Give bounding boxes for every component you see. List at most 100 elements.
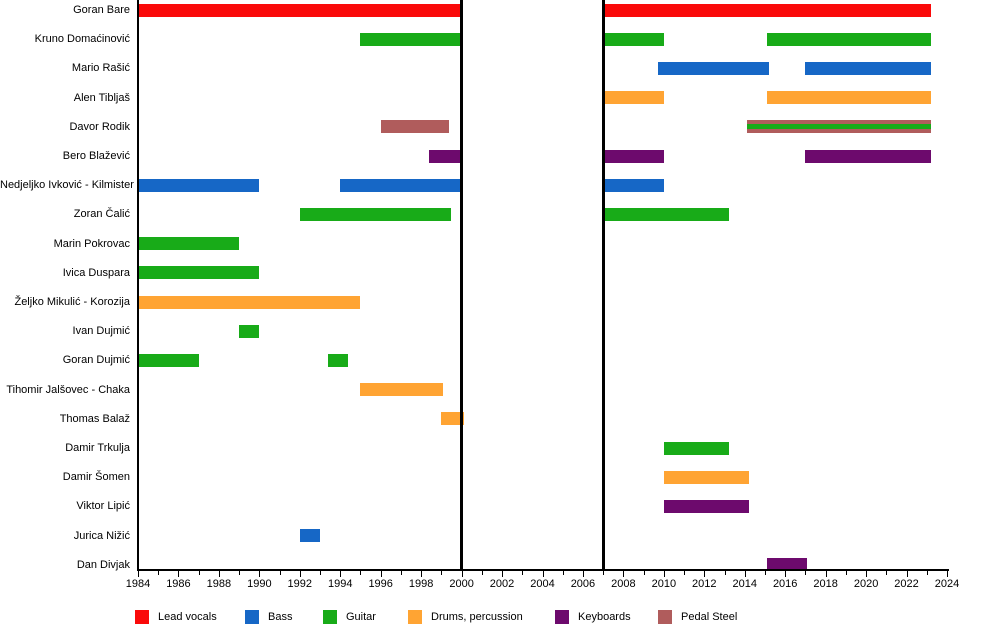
x-axis-tick: [259, 571, 261, 577]
x-axis-tick: [461, 571, 463, 577]
x-axis-tick-label: 2004: [530, 578, 555, 590]
x-axis-tick: [441, 571, 443, 575]
x-axis-line: [137, 569, 949, 571]
member-name: Viktor Lipić: [76, 500, 130, 513]
timeline-bar-bass: [657, 61, 770, 75]
timeline-bar-drums: [441, 412, 464, 426]
legend-item-keyboards: Keyboards: [555, 610, 631, 624]
timeline-bar-keyboards: [603, 149, 664, 163]
timeline-bar-lead_vocals: [603, 3, 931, 17]
x-axis-tick-label: 2016: [772, 578, 798, 590]
member-name: Kruno Domaćinović: [34, 33, 130, 46]
member-name: Damir Šomen: [62, 471, 130, 484]
member-name: Tihomir Jalšovec - Chaka: [6, 383, 130, 396]
timeline-bar-pedal_steel-guitar: [746, 120, 931, 134]
member-name: Mario Rašić: [71, 62, 130, 75]
x-axis-tick: [400, 571, 402, 575]
timeline-bar-bass: [138, 178, 260, 192]
member-name: Željko Mikulić - Korozija: [14, 296, 130, 308]
timeline-bar-drums: [138, 295, 361, 309]
legend-label-bass: Bass: [268, 611, 293, 623]
x-axis-tick: [744, 571, 746, 577]
timeline-bar-guitar: [138, 237, 240, 251]
x-axis-tick: [764, 571, 766, 575]
x-axis-tick: [947, 571, 948, 577]
timeline-bar-guitar: [138, 266, 260, 280]
x-axis-tick-label: 1992: [287, 578, 313, 590]
x-axis-tick-label: 2024: [934, 578, 960, 590]
x-axis-tick: [542, 571, 544, 577]
y-axis-line: [137, 0, 139, 570]
member-name: Ivan Dujmić: [72, 325, 130, 338]
x-axis-tick: [502, 571, 504, 577]
x-axis-tick: [138, 571, 139, 577]
timeline-bar-guitar: [360, 32, 462, 46]
legend-label-drums: Drums, percussion: [431, 611, 523, 623]
member-name: Damir Trkulja: [65, 442, 130, 454]
member-name: Bero Blažević: [62, 150, 130, 162]
x-axis-tick: [299, 571, 301, 577]
x-axis-tick: [421, 571, 423, 577]
timeline-bar-guitar: [766, 32, 931, 46]
timeline-bar-guitar: [328, 353, 349, 367]
x-axis-tick: [239, 571, 241, 575]
timeline-bar-lead_vocals: [138, 3, 462, 17]
legend-label-keyboards: Keyboards: [578, 611, 631, 623]
x-axis-tick: [481, 571, 483, 575]
x-axis-tick-label: 1998: [408, 578, 434, 590]
x-axis-tick-label: 2000: [449, 578, 474, 590]
x-axis-tick-label: 2012: [692, 578, 717, 590]
timeline-bar-keyboards: [805, 149, 931, 163]
member-name: Davor Rodik: [69, 120, 130, 133]
x-axis-tick-label: 2006: [570, 578, 596, 590]
legend-swatch-bass: [245, 610, 259, 624]
member-name: Goran Bare: [73, 4, 130, 16]
x-axis-tick-label: 2002: [489, 578, 515, 590]
timeline-bar-guitar: [138, 353, 199, 367]
timeline-bar-drums: [603, 91, 664, 105]
x-axis-tick: [562, 571, 564, 575]
x-axis-tick: [198, 571, 200, 575]
timeline-bar-guitar: [299, 207, 452, 221]
x-axis-tick: [663, 571, 665, 577]
x-axis-tick-label: 1994: [328, 578, 353, 590]
x-axis-tick: [218, 571, 220, 577]
member-name: Zoran Čalić: [73, 208, 130, 221]
timeline-bar-bass: [299, 529, 321, 543]
x-axis-tick-label: 1996: [368, 578, 393, 590]
legend-swatch-guitar: [323, 610, 337, 624]
member-name: Thomas Balaž: [59, 412, 130, 425]
member-name: Ivica Duspara: [62, 266, 130, 279]
x-axis-tick: [279, 571, 281, 575]
x-axis-tick-label: 2014: [732, 578, 757, 590]
legend-label-pedal_steel: Pedal Steel: [681, 611, 738, 623]
hiatus-line-2000: [460, 0, 464, 570]
x-axis-tick: [340, 571, 342, 577]
timeline-bar-guitar: [603, 207, 729, 221]
timeline-bar-overlay-guitar: [746, 124, 931, 130]
legend-label-lead_vocals: Lead vocals: [158, 611, 217, 623]
timeline-bar-keyboards: [429, 149, 462, 163]
legend-swatch-keyboards: [555, 610, 569, 624]
x-axis-tick: [805, 571, 807, 575]
x-axis-tick: [158, 571, 160, 575]
x-axis-tick: [684, 571, 686, 575]
member-name: Goran Dujmić: [62, 354, 130, 367]
legend-swatch-lead_vocals: [135, 610, 149, 624]
x-axis-tick: [785, 571, 787, 577]
timeline-bar-bass: [340, 178, 462, 192]
timeline-bar-drums: [766, 91, 931, 105]
x-axis-tick: [623, 571, 625, 577]
timeline-bar-drums: [663, 470, 749, 484]
x-axis-tick: [845, 571, 847, 575]
x-axis-tick: [866, 571, 868, 577]
x-axis-tick: [360, 571, 362, 575]
legend-item-bass: Bass: [245, 610, 292, 624]
x-axis-tick: [724, 571, 726, 575]
legend-item-drums: Drums, percussion: [408, 610, 523, 624]
x-axis-tick: [886, 571, 888, 575]
timeline-bar-bass: [603, 178, 664, 192]
legend-swatch-drums: [408, 610, 422, 624]
legend-item-lead_vocals: Lead vocals: [135, 610, 217, 624]
x-axis-tick: [704, 571, 706, 577]
